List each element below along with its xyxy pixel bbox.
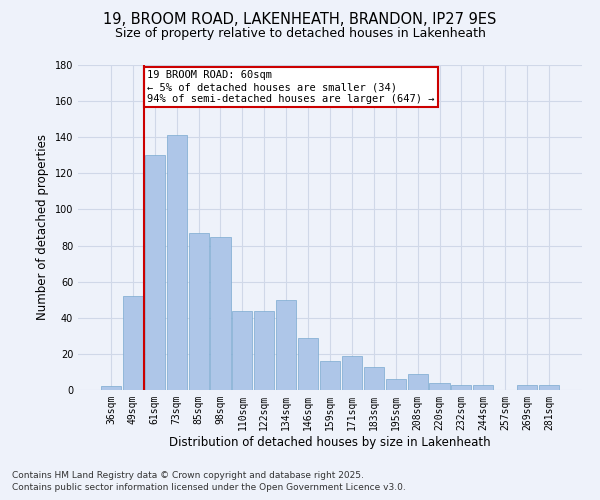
- Bar: [298, 338, 318, 390]
- Bar: [342, 356, 362, 390]
- Bar: [101, 386, 121, 390]
- Bar: [473, 384, 493, 390]
- Bar: [188, 233, 209, 390]
- Bar: [167, 136, 187, 390]
- Bar: [211, 236, 230, 390]
- Bar: [451, 384, 472, 390]
- Bar: [254, 310, 274, 390]
- X-axis label: Distribution of detached houses by size in Lakenheath: Distribution of detached houses by size …: [169, 436, 491, 448]
- Bar: [386, 379, 406, 390]
- Text: 19, BROOM ROAD, LAKENHEATH, BRANDON, IP27 9ES: 19, BROOM ROAD, LAKENHEATH, BRANDON, IP2…: [103, 12, 497, 28]
- Bar: [539, 384, 559, 390]
- Bar: [517, 384, 537, 390]
- Bar: [276, 300, 296, 390]
- Bar: [232, 310, 253, 390]
- Text: Contains public sector information licensed under the Open Government Licence v3: Contains public sector information licen…: [12, 484, 406, 492]
- Bar: [145, 156, 165, 390]
- Bar: [320, 361, 340, 390]
- Text: Size of property relative to detached houses in Lakenheath: Size of property relative to detached ho…: [115, 28, 485, 40]
- Bar: [364, 366, 384, 390]
- Text: Contains HM Land Registry data © Crown copyright and database right 2025.: Contains HM Land Registry data © Crown c…: [12, 471, 364, 480]
- Bar: [407, 374, 428, 390]
- Bar: [123, 296, 143, 390]
- Bar: [430, 383, 449, 390]
- Text: 19 BROOM ROAD: 60sqm
← 5% of detached houses are smaller (34)
94% of semi-detach: 19 BROOM ROAD: 60sqm ← 5% of detached ho…: [147, 70, 434, 104]
- Y-axis label: Number of detached properties: Number of detached properties: [36, 134, 49, 320]
